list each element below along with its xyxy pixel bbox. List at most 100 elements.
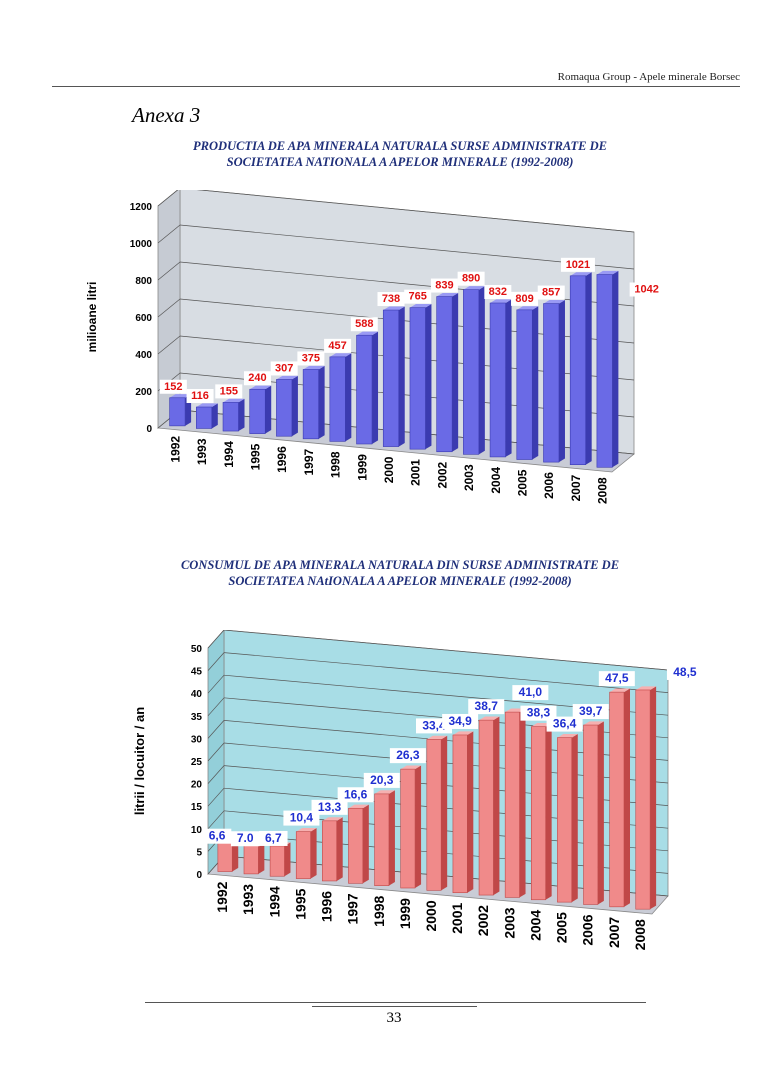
production-data-label: 857: [542, 287, 560, 299]
consumption-data-label: 16,6: [344, 787, 368, 801]
production-bar-side: [612, 270, 619, 468]
consumption-data-label: 38,7: [475, 699, 499, 713]
consumption-y-tick-label: 40: [191, 689, 203, 700]
consumption-data-label-bg: [389, 748, 426, 764]
production-bar-side: [478, 286, 485, 455]
production-bar-top: [490, 299, 512, 304]
consumption-bar: [557, 737, 573, 903]
consumption-data-label: 6,6: [209, 829, 226, 843]
consumption-bar: [452, 734, 468, 894]
production-bar-side: [345, 353, 352, 442]
production-x-tick-label: 2000: [382, 456, 396, 483]
production-data-label-bg: [270, 361, 298, 376]
production-data-label: 375: [302, 352, 320, 364]
consumption-bar: [583, 724, 599, 905]
consumption-bar: [348, 807, 364, 884]
consumption-y-tick-label: 30: [191, 734, 203, 745]
production-gridline: [179, 224, 635, 270]
consumption-data-label: 10,4: [290, 811, 314, 825]
consumption-x-tick-label: 2000: [423, 900, 439, 931]
consumption-x-tick-label: 1994: [266, 886, 282, 917]
consumption-bar: [504, 711, 520, 898]
consumption-data-label-bg: [666, 664, 703, 680]
production-chart: 0 200 400 600 800 1000 1200 milioane litri 152 19…: [85, 190, 664, 504]
consumption-bar: [530, 726, 546, 901]
consumption-bar: [400, 768, 416, 889]
consumption-data-label-bg: [283, 810, 320, 826]
production-gridline-side: [157, 261, 181, 281]
consumption-data-label: 34,9: [448, 714, 472, 728]
consumption-x-tick-label: 2002: [475, 905, 491, 936]
production-bar-side: [238, 398, 245, 432]
production-data-label-bg: [404, 289, 432, 304]
production-bar-top: [570, 272, 592, 276]
production-bar: [222, 402, 239, 432]
consumption-y-tick-label: 15: [191, 802, 203, 813]
consumption-bar: [295, 831, 311, 879]
production-bar: [382, 309, 400, 447]
production-y-tick-label: 600: [135, 313, 152, 324]
production-bar-side: [318, 365, 325, 439]
production-data-label-bg: [297, 351, 325, 366]
consumption-gridline-side: [207, 674, 225, 694]
consumption-bar-side: [362, 804, 369, 884]
production-data-label: 1042: [634, 284, 658, 296]
consumption-bar-side: [493, 716, 500, 896]
consumption-data-label: 33,4: [422, 718, 446, 732]
consumption-data-label: 38,3: [527, 706, 551, 720]
production-bar-top: [169, 394, 192, 398]
production-bar-top: [463, 286, 485, 290]
consumption-bar-top: [531, 723, 552, 727]
production-bar-top: [436, 292, 459, 297]
consumption-x-tick-label: 2006: [580, 914, 596, 945]
consumption-x-tick-label: 2005: [554, 912, 570, 943]
production-x-tick-label: 2005: [516, 469, 530, 496]
consumption-gridline: [223, 630, 669, 671]
consumption-data-label-bg: [546, 716, 583, 732]
production-bar-side: [585, 272, 592, 465]
production-bar-top: [356, 331, 379, 336]
production-bar-top: [249, 385, 272, 390]
consumption-bar-top: [296, 827, 317, 832]
consumption-bar-top: [505, 708, 526, 713]
consumption-bar-side: [258, 838, 265, 874]
footer-rule: [145, 1002, 646, 1003]
production-x-tick-label: 2008: [596, 477, 610, 504]
production-data-label-bg: [159, 379, 187, 394]
production-data-label: 457: [328, 340, 346, 352]
production-x-tick-label: 2004: [489, 467, 503, 494]
production-data-label-bg: [350, 317, 378, 332]
consumption-y-tick-label: 10: [191, 825, 203, 836]
production-data-label-bg: [186, 389, 214, 404]
consumption-x-tick-label: 1997: [345, 893, 361, 924]
consumption-gridline-side: [207, 697, 225, 717]
consumption-bar-top: [479, 716, 500, 721]
production-y-tick-label: 1000: [130, 239, 153, 250]
consumption-bar: [322, 820, 338, 882]
consumption-bar: [478, 719, 494, 896]
consumption-bar-side: [650, 686, 657, 910]
production-data-label: 839: [435, 280, 453, 292]
consumption-bar-side: [519, 708, 526, 898]
consumption-data-label: 13,3: [318, 800, 342, 814]
production-y-axis-label: milioane litri: [85, 282, 99, 353]
production-x-tick-label: 1995: [248, 443, 262, 470]
consumption-data-label-bg: [311, 799, 348, 815]
consumption-data-label-bg: [230, 831, 260, 847]
consumption-bar-top: [426, 735, 448, 740]
consumption-gridline-side: [207, 652, 225, 671]
production-x-tick-label: 1994: [222, 441, 236, 468]
consumption-bar-top: [452, 731, 474, 735]
production-chart-title: PRODUCTIA DE APA MINERALA NATURALA SURSE…: [100, 138, 700, 170]
production-bar: [196, 406, 213, 429]
consumption-bar: [217, 841, 233, 872]
consumption-y-axis-label: litrii / locuitor / an: [132, 707, 147, 815]
page-number: 33: [386, 1010, 402, 1026]
consumption-data-label: 36,4: [553, 717, 577, 731]
consumption-chart-title-line-1: CONSUMUL DE APA MINERALA NATURALA DIN SU…: [180, 558, 620, 572]
consumption-bar-side: [597, 721, 604, 905]
consumption-data-label-bg: [442, 713, 479, 729]
production-back-wall: [179, 190, 635, 455]
production-chart-title-line-2: SOCIETATEA NATIONALA A APELOR MINERALE (…: [226, 155, 574, 169]
consumption-y-tick-label: 20: [191, 780, 203, 791]
